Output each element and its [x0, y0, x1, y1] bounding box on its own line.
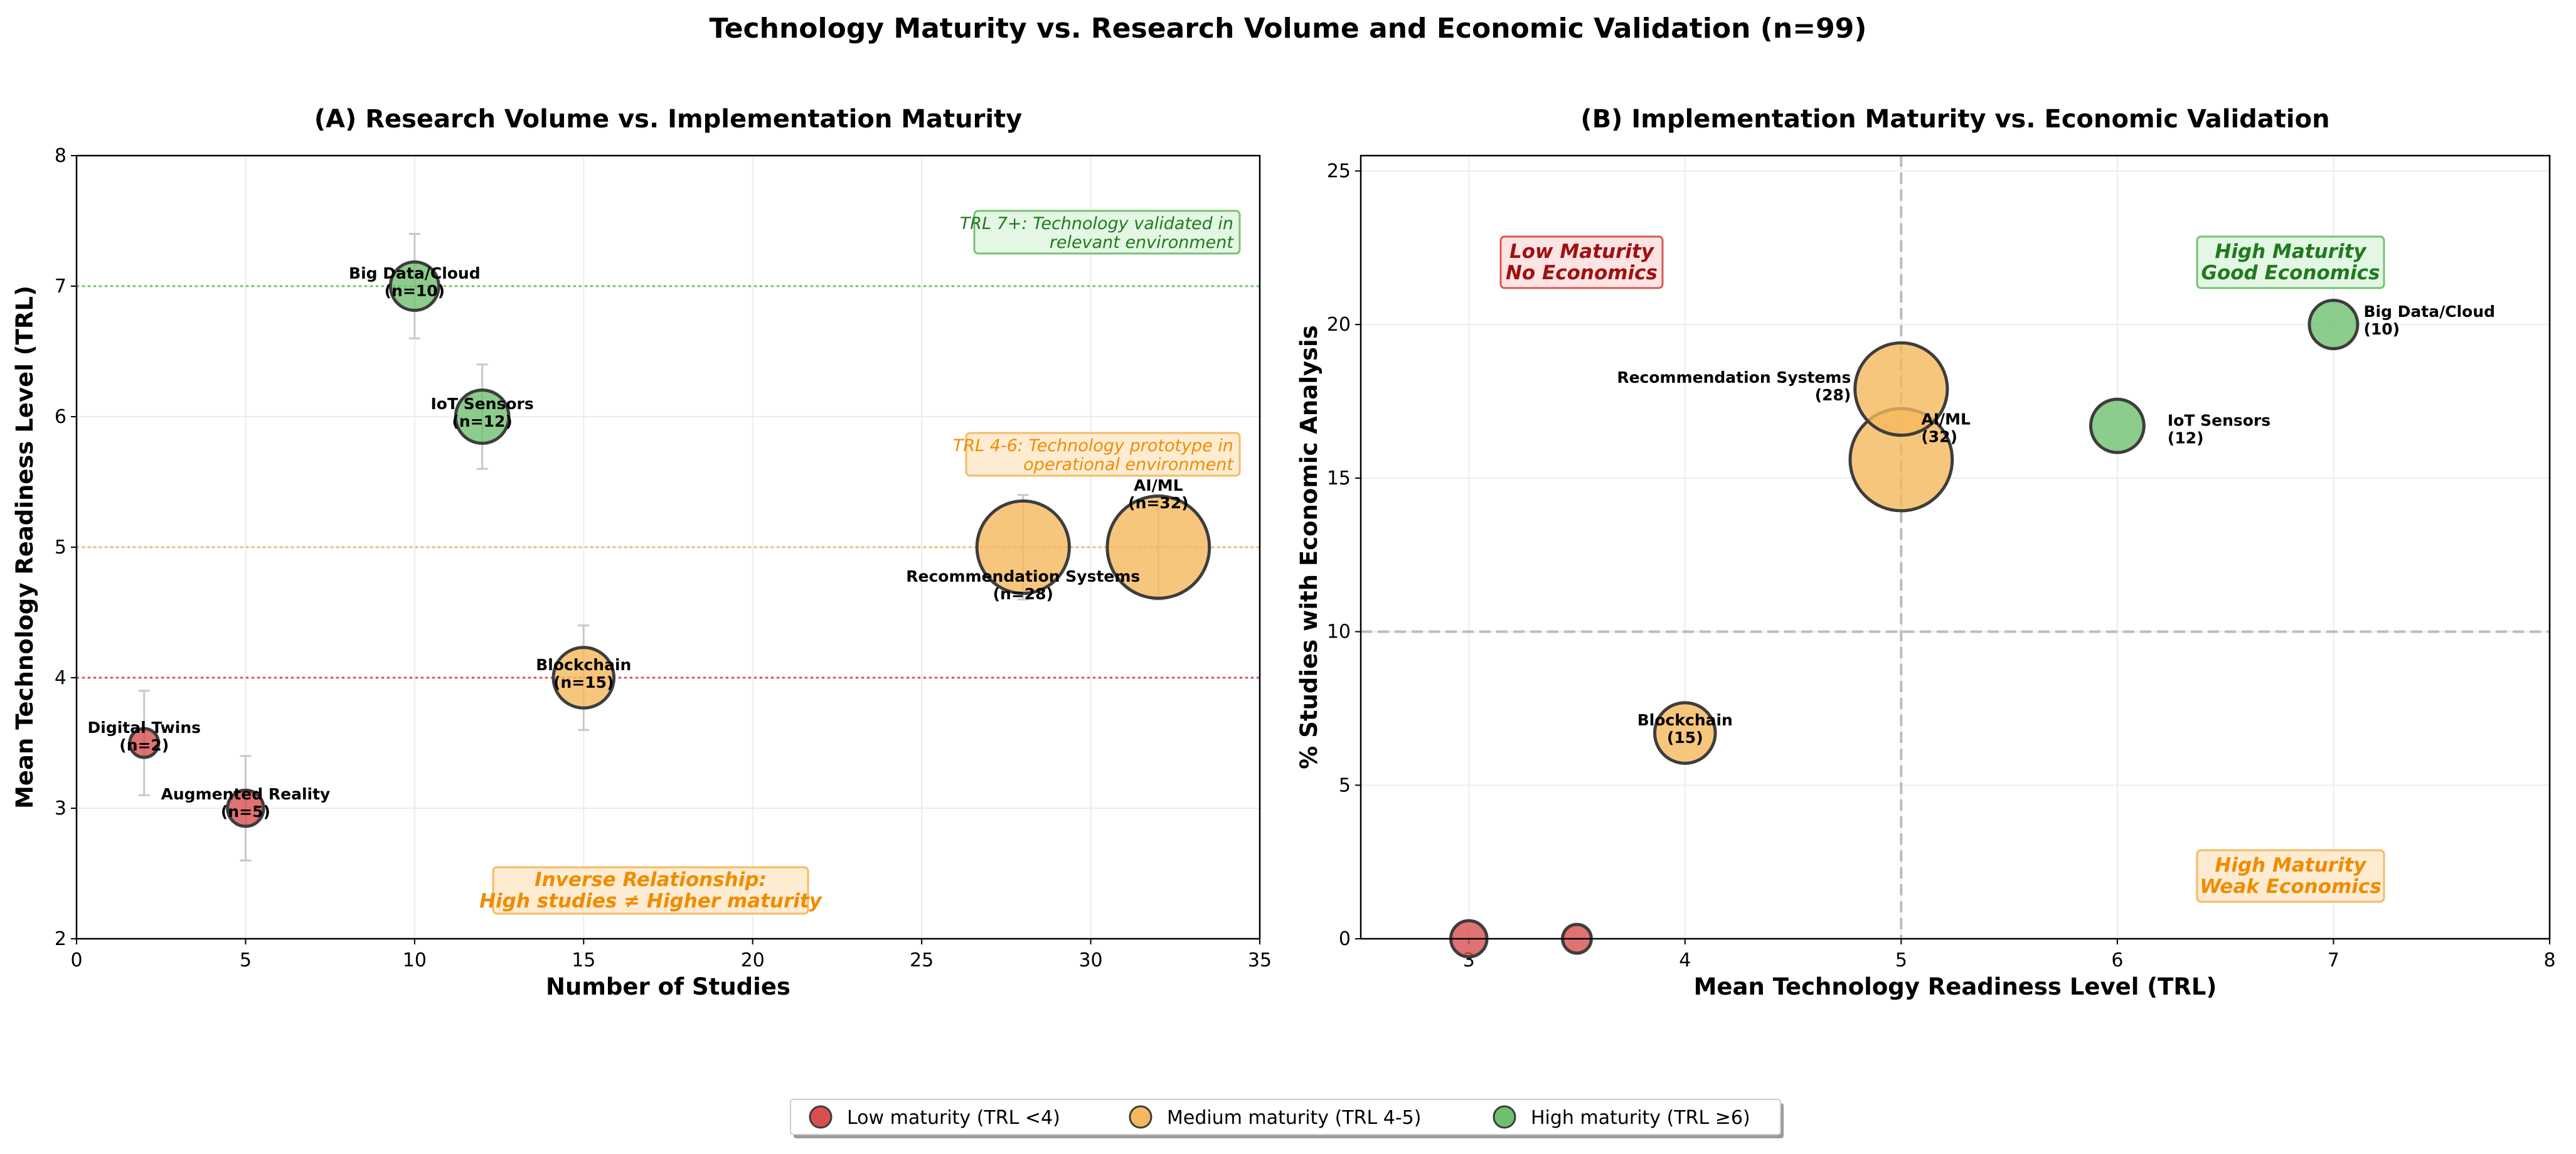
panel-a-ytick-label: 2: [55, 928, 67, 950]
point-label-iot-sensors: IoT Sensors (12): [2168, 412, 2270, 447]
legend-label-medium: Medium maturity (TRL 4-5): [1167, 1107, 1421, 1129]
panel-a-xtick-label: 35: [1248, 949, 1272, 971]
legend-marker-medium: [1129, 1105, 1152, 1129]
annotation-inverse-relationship-box: [492, 866, 809, 915]
panel-b-title: (B) Implementation Maturity vs. Economic…: [1580, 105, 2329, 134]
panel-b-ytick-label: 10: [1327, 621, 1351, 643]
panel-b-ytick-label: 20: [1327, 314, 1351, 336]
legend-marker-high: [1493, 1105, 1516, 1129]
figure-title: Technology Maturity vs. Research Volume …: [710, 13, 1867, 45]
legend-marker-low: [809, 1105, 833, 1129]
panel-b-xtick-label: 4: [1679, 949, 1691, 971]
point-ai-ml: [1105, 494, 1211, 600]
legend-label-low: Low maturity (TRL <4): [847, 1107, 1060, 1129]
panel-a-x-axis-label: Number of Studies: [546, 973, 790, 1000]
point-blockchain: [551, 646, 616, 710]
legend-frame: [790, 1099, 1781, 1135]
panel-a-y-axis-label: Mean Technology Readiness Level (TRL): [11, 286, 38, 809]
point-label-ai-ml: AI/ML (n=32): [1128, 476, 1188, 512]
point-big-data-cloud: [388, 260, 440, 312]
panel-b-xtick-label: 8: [2543, 949, 2555, 971]
panel-a-ytick-label: 4: [55, 667, 67, 689]
point-recommendation-systems: [975, 499, 1071, 596]
point-label-ai-ml: AI/ML (32): [1921, 410, 1971, 446]
panel-b-y-axis-label: % Studies with Economic Analysis: [1296, 325, 1323, 769]
annotation-trl7-box: [973, 210, 1241, 255]
point-label-augmented-reality: Augmented Reality (n=5): [161, 785, 331, 821]
panel-b-x-axis-label: Mean Technology Readiness Level (TRL): [1694, 973, 2217, 1000]
point-iot-sensors: [2089, 397, 2146, 454]
annotation-trl7: TRL 7+: Technology validated in relevant …: [960, 214, 1235, 252]
panel-b-ytick-label: 15: [1327, 467, 1351, 489]
point-blockchain: [1653, 701, 1717, 765]
quadrant-high-maturity-good: High Maturity Good Economics: [2201, 240, 2380, 284]
point-iot-sensors: [454, 388, 511, 445]
panel-b-plot-frame: [1360, 154, 2551, 940]
point-big-data-cloud: [2307, 299, 2360, 351]
panel-a-xtick-label: 10: [403, 949, 427, 971]
panel-b-xtick-label: 7: [2328, 949, 2339, 971]
panel-a-ytick-label: 6: [55, 406, 67, 428]
panel-a-ytick-label: 8: [55, 145, 67, 167]
point-recommendation-systems: [1853, 341, 1949, 437]
legend: Low maturity (TRL <4) Medium maturity (TR…: [790, 1099, 1784, 1138]
panel-a-ytick-label: 5: [55, 537, 67, 558]
point-label-recommendation-systems: Recommendation Systems (n=28): [906, 567, 1140, 603]
point-augmented-reality: [226, 788, 265, 828]
panel-b-ytick-label: 25: [1327, 160, 1351, 182]
panel-a-title: (A) Research Volume vs. Implementation M…: [314, 105, 1023, 134]
point-label-digital-twins: Digital Twins (n=2): [88, 719, 201, 754]
quadrant-low-maturity: Low Maturity No Economics: [1506, 240, 1658, 284]
panel-b-xtick-label: 6: [2111, 949, 2123, 971]
quadrant-high-maturity-weak: High Maturity Weak Economics: [2200, 854, 2382, 898]
panel-a-xtick-label: 20: [741, 949, 765, 971]
point-digital-twins: [128, 727, 161, 759]
quadrant-high-maturity-weak-box: [2196, 849, 2385, 903]
panel-a-xtick-label: 25: [910, 949, 934, 971]
point-label-big-data-cloud: Big Data/Cloud (n=10): [349, 264, 481, 300]
quadrant-low-maturity-box: [1499, 235, 1664, 289]
panel-a-plot-frame: [75, 154, 1261, 940]
annotation-trl4-6-box: [965, 432, 1241, 477]
panel-a-xtick-label: 5: [240, 949, 252, 971]
point-label-blockchain: Blockchain (15): [1637, 711, 1733, 747]
panel-b-ytick-label: 0: [1339, 928, 1351, 950]
panel-a-ytick-label: 7: [55, 275, 67, 297]
annotation-inverse-relationship: Inverse Relationship: High studies ≠ High…: [479, 868, 823, 912]
point-label-iot-sensors: IoT Sensors (n=12): [430, 395, 533, 430]
annotation-trl4-6: TRL 4-6: Technology prototype in operatio…: [953, 436, 1235, 474]
point-label-recommendation-systems: Recommendation Systems (28): [1617, 368, 1851, 404]
panel-a-xtick-label: 15: [572, 949, 595, 971]
panel-b-xtick-label: 5: [1895, 949, 1907, 971]
point-label-big-data-cloud: Big Data/Cloud (10): [2363, 302, 2495, 338]
panel-a-ytick-label: 3: [55, 798, 67, 820]
panel-b-ytick-label: 5: [1339, 774, 1351, 796]
panel-a-xtick-label: 30: [1078, 949, 1102, 971]
point-label-blockchain: Blockchain (n=15): [536, 656, 631, 692]
legend-label-high: High maturity (TRL ≥6): [1531, 1107, 1750, 1129]
quadrant-high-maturity-good-box: [2196, 235, 2385, 289]
panel-a: 0 5 10 15 20 25 30 35 2 3 4 5 6 7 8 (A) Research Volume…: [11, 105, 1272, 1000]
panel-a-xtick-label: 0: [70, 949, 82, 971]
